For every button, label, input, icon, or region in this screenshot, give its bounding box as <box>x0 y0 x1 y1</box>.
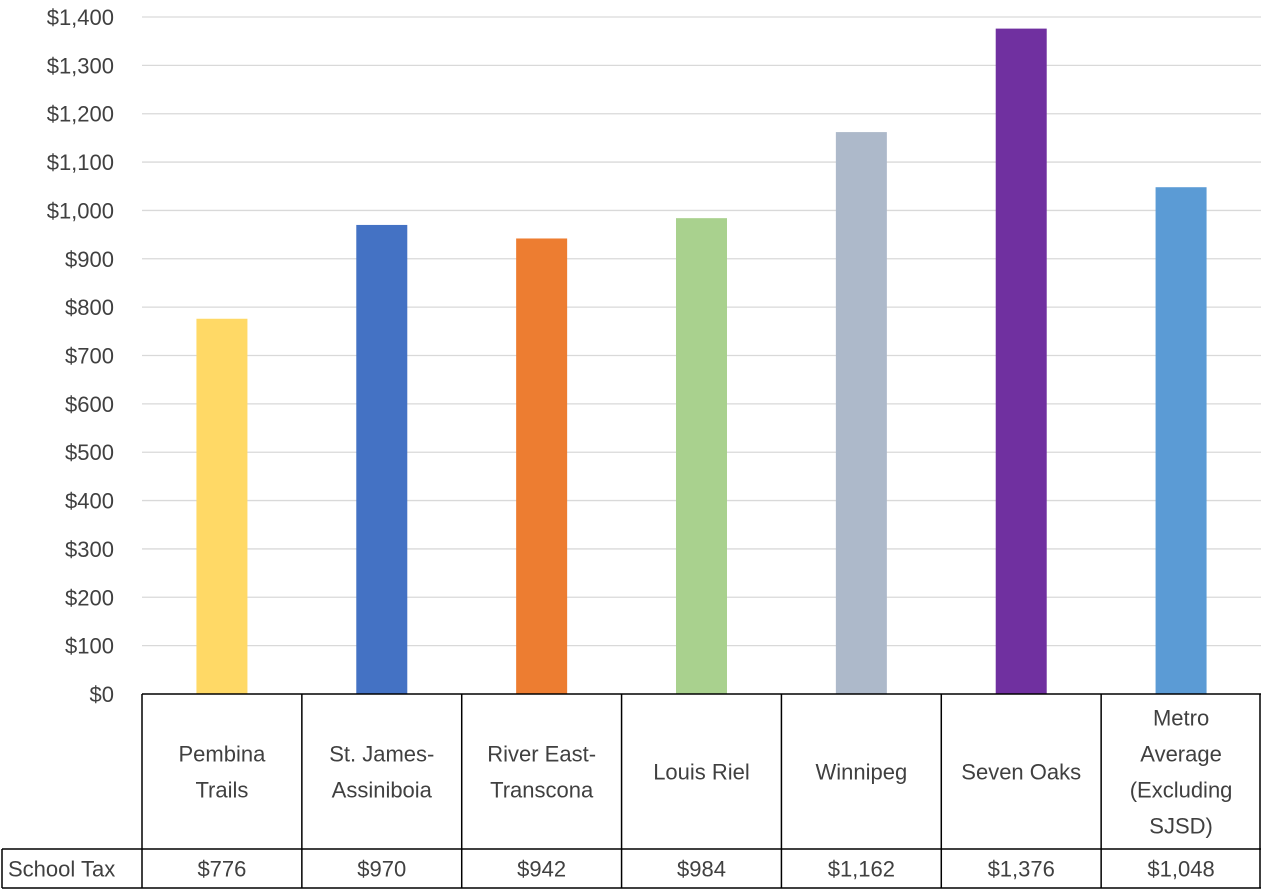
y-tick-label: $100 <box>65 634 114 659</box>
bar <box>356 224 408 694</box>
category-label: Assiniboia <box>332 778 433 803</box>
y-tick-label: $1,400 <box>47 5 114 30</box>
bars <box>196 28 1207 695</box>
y-tick-label: $900 <box>65 247 114 272</box>
bar <box>835 132 887 695</box>
category-label: St. James- <box>329 742 434 767</box>
category-label: Pembina <box>179 742 267 767</box>
data-label: $776 <box>197 857 246 882</box>
y-tick-label: $1,300 <box>47 53 114 78</box>
category-label: Winnipeg <box>815 760 907 785</box>
y-tick-label: $1,000 <box>47 198 114 223</box>
y-tick-label: $600 <box>65 392 114 417</box>
y-tick-label: $400 <box>65 489 114 514</box>
bar <box>1155 187 1207 694</box>
category-label: Louis Riel <box>653 760 750 785</box>
y-tick-label: $1,200 <box>47 102 114 127</box>
y-axis: $0 $100 $200 $300 $400 $500 $600 $700 $800 $900 $1… <box>47 5 114 707</box>
data-table: Pembina Trails St. James- Assiniboia River E… <box>1 693 1261 889</box>
data-label: $984 <box>677 857 726 882</box>
category-label: Trails <box>195 778 248 803</box>
category-label: River East- <box>487 742 596 767</box>
category-label: Seven Oaks <box>961 760 1081 785</box>
bar <box>676 218 727 694</box>
category-label: Average <box>1140 742 1222 767</box>
bar <box>196 318 248 694</box>
data-label: $970 <box>357 857 406 882</box>
data-label: $942 <box>517 857 566 882</box>
y-tick-label: $1,100 <box>47 150 114 175</box>
bar <box>516 238 568 694</box>
category-label: Metro <box>1153 706 1209 731</box>
data-label: $1,376 <box>988 857 1055 882</box>
y-tick-label: $700 <box>65 344 114 369</box>
y-tick-label: $0 <box>90 682 114 707</box>
category-label: (Excluding <box>1130 778 1233 803</box>
series-name-label: School Tax <box>8 857 115 882</box>
y-tick-label: $200 <box>65 585 114 610</box>
y-tick-label: $500 <box>65 440 114 465</box>
category-label: Transcona <box>490 778 594 803</box>
data-label: $1,162 <box>828 857 895 882</box>
category-label: SJSD) <box>1149 814 1213 839</box>
y-tick-label: $800 <box>65 295 114 320</box>
bar <box>995 28 1047 695</box>
data-label: $1,048 <box>1147 857 1214 882</box>
y-tick-label: $300 <box>65 537 114 562</box>
